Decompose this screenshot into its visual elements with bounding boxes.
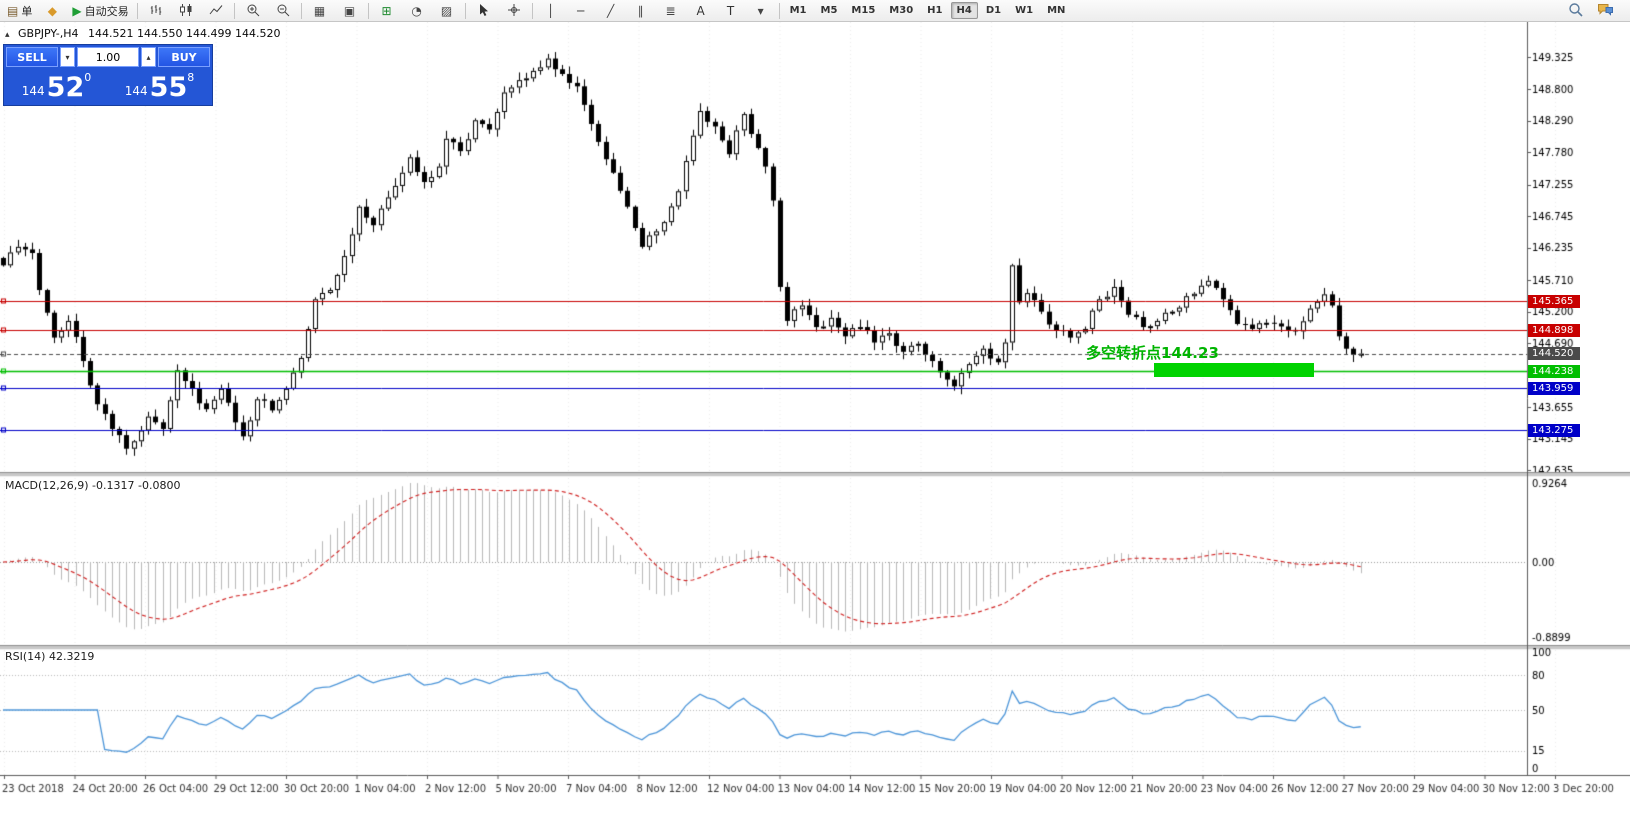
toolbar-separator	[136, 2, 138, 19]
trendline-button[interactable]: ╱	[597, 1, 625, 21]
crosshair-icon	[507, 3, 521, 19]
timeframe-d1-button[interactable]: D1	[985, 5, 1002, 16]
sell-price-pips: 52	[46, 72, 85, 103]
grid-icon: ▦	[313, 3, 326, 18]
indicators-icon: ⊞	[381, 3, 392, 18]
toolbar-separator	[300, 2, 302, 19]
volume-down-button[interactable]: ▾	[60, 47, 75, 67]
fibonacci-icon: ≣	[665, 3, 676, 18]
buy-price-pips: 55	[149, 72, 188, 103]
price-tag-144.898[interactable]: 144.898	[1528, 323, 1580, 337]
text-label-icon: T	[726, 3, 735, 18]
tile-windows-button[interactable]: ▣	[336, 1, 364, 21]
crosshair-button[interactable]	[500, 1, 528, 21]
new-order-button-label: 单	[21, 4, 33, 18]
candle-chart-icon	[179, 3, 193, 19]
text-button[interactable]: A	[687, 1, 715, 21]
oneclick-collapse-icon[interactable]: ▴	[5, 30, 10, 40]
price-tag-145.365[interactable]: 145.365	[1528, 294, 1580, 308]
bar-chart-button[interactable]	[142, 1, 170, 21]
zoom-out-icon	[276, 3, 290, 19]
price-tag-144.238[interactable]: 144.238	[1528, 364, 1580, 378]
vertical-line-icon: │	[546, 3, 555, 18]
timeframe-h1-button[interactable]: H1	[927, 5, 943, 16]
timeframe-m30-button[interactable]: M30	[889, 5, 914, 16]
indicators-button[interactable]: ⊞	[373, 1, 401, 21]
cursor-icon	[477, 3, 491, 19]
buy-button[interactable]: BUY	[158, 47, 210, 67]
auto-trading-icon: ▶	[72, 3, 82, 18]
buy-price-display[interactable]: 144 55 8	[109, 69, 210, 103]
vertical-line-button[interactable]: │	[537, 1, 565, 21]
chat-icon	[1597, 2, 1614, 19]
toolbar-separator	[233, 2, 235, 19]
search-icon	[1568, 2, 1583, 19]
candle-chart-button[interactable]	[172, 1, 200, 21]
sell-price-point: 0	[84, 71, 92, 84]
toolbar-separator	[531, 2, 533, 19]
pivot-annotation[interactable]: 多空转折点144.23	[1086, 344, 1219, 362]
timeframe-m15-button[interactable]: M15	[851, 5, 876, 16]
buy-price-point: 8	[187, 71, 195, 84]
volume-up-button[interactable]: ▴	[141, 47, 156, 67]
zoom-in-button[interactable]	[239, 1, 267, 21]
sell-price-display[interactable]: 144 52 0	[6, 69, 107, 103]
horizontal-line-button[interactable]: ─	[567, 1, 595, 21]
caret-up-icon: ▴	[146, 52, 151, 62]
new-order-icon: ▤	[7, 3, 19, 18]
price-tag-143.275[interactable]: 143.275	[1528, 423, 1580, 437]
zoom-out-button[interactable]	[269, 1, 297, 21]
one-click-trading-panel: SELL ▾ 1.00 ▴ BUY 144 52 0 144 55 8	[3, 44, 213, 106]
horizontal-line-icon: ─	[576, 3, 585, 18]
auto-trading-button[interactable]: ▶ 自动交易	[68, 1, 132, 21]
sell-button[interactable]: SELL	[6, 47, 58, 67]
equidistant-channel-icon: ∥	[637, 3, 644, 18]
caret-down-icon: ▾	[65, 52, 70, 62]
line-chart-button[interactable]	[202, 1, 230, 21]
tile-windows-icon: ▣	[343, 3, 356, 18]
chart-canvas[interactable]	[0, 22, 1630, 802]
bar-chart-icon	[149, 3, 163, 19]
timeframe-h4-button[interactable]: H4	[950, 2, 978, 19]
periods-icon: ◔	[411, 3, 422, 18]
cursor-button[interactable]	[470, 1, 498, 21]
timeframe-m1-button[interactable]: M1	[789, 5, 807, 16]
fibonacci-button[interactable]: ≣	[657, 1, 685, 21]
auto-trading-button-label: 自动交易	[84, 4, 129, 18]
toolbar-separator	[367, 2, 369, 19]
templates-icon: ▨	[440, 3, 453, 18]
templates-button[interactable]: ▨	[433, 1, 461, 21]
search-button[interactable]	[1561, 1, 1589, 21]
timeframe-w1-button[interactable]: W1	[1015, 5, 1034, 16]
chat-button[interactable]	[1591, 1, 1619, 21]
new-order-button[interactable]: ▤ 单	[3, 1, 36, 21]
periods-button[interactable]: ◔	[403, 1, 431, 21]
timeframe-m5-button[interactable]: M5	[820, 5, 838, 16]
volume-input[interactable]: 1.00	[77, 47, 139, 67]
zoom-in-icon	[246, 3, 260, 19]
mql-market-icon: ◆	[47, 3, 57, 18]
equidistant-channel-button[interactable]: ∥	[627, 1, 655, 21]
shapes-button[interactable]: ▾	[747, 1, 775, 21]
buy-price-base: 144	[124, 84, 148, 98]
grid-button[interactable]: ▦	[306, 1, 334, 21]
toolbar: ▤ 单 ◆ ▶ 自动交易 ▦ ▣ ⊞ ◔ ▨ │ ─ ╱ ∥ ≣ A T ▾ M1 M5 M15 M30 H1 H4 D1 W1 M…	[0, 0, 1630, 22]
text-label-button[interactable]: T	[717, 1, 745, 21]
trendline-icon: ╱	[606, 3, 615, 18]
text-icon: A	[696, 3, 705, 18]
shapes-icon: ▾	[757, 3, 764, 18]
price-tag-144.520[interactable]: 144.520	[1528, 347, 1580, 361]
timeframe-mn-button[interactable]: MN	[1047, 5, 1066, 16]
price-tag-143.959[interactable]: 143.959	[1528, 381, 1580, 395]
mql-market-button[interactable]: ◆	[38, 1, 66, 21]
toolbar-separator	[778, 2, 780, 19]
line-chart-icon	[209, 3, 223, 19]
highlight-rectangle[interactable]	[1154, 362, 1315, 378]
toolbar-separator	[464, 2, 466, 19]
sell-price-base: 144	[21, 84, 45, 98]
